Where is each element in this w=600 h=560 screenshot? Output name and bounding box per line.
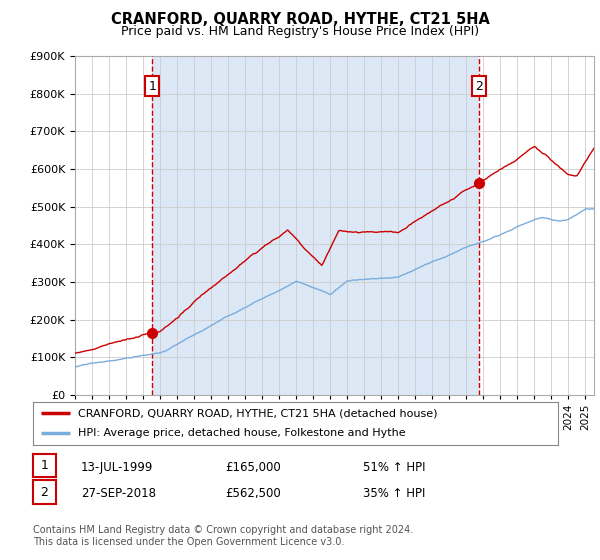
Bar — [152, 56, 479, 395]
Text: 51% ↑ HPI: 51% ↑ HPI — [363, 460, 425, 474]
Text: CRANFORD, QUARRY ROAD, HYTHE, CT21 5HA (detached house): CRANFORD, QUARRY ROAD, HYTHE, CT21 5HA (… — [77, 408, 437, 418]
Text: 13-JUL-1999: 13-JUL-1999 — [81, 460, 154, 474]
Text: £562,500: £562,500 — [225, 487, 281, 500]
Text: 1: 1 — [40, 459, 49, 472]
Text: 27-SEP-2018: 27-SEP-2018 — [81, 487, 156, 500]
Text: 1: 1 — [148, 80, 156, 92]
Text: 2: 2 — [475, 80, 483, 92]
Text: 35% ↑ HPI: 35% ↑ HPI — [363, 487, 425, 500]
Text: Contains HM Land Registry data © Crown copyright and database right 2024.
This d: Contains HM Land Registry data © Crown c… — [33, 525, 413, 547]
Text: 2: 2 — [40, 486, 49, 499]
Text: CRANFORD, QUARRY ROAD, HYTHE, CT21 5HA: CRANFORD, QUARRY ROAD, HYTHE, CT21 5HA — [110, 12, 490, 27]
Text: £165,000: £165,000 — [225, 460, 281, 474]
Text: Price paid vs. HM Land Registry's House Price Index (HPI): Price paid vs. HM Land Registry's House … — [121, 25, 479, 38]
Text: HPI: Average price, detached house, Folkestone and Hythe: HPI: Average price, detached house, Folk… — [77, 428, 405, 438]
